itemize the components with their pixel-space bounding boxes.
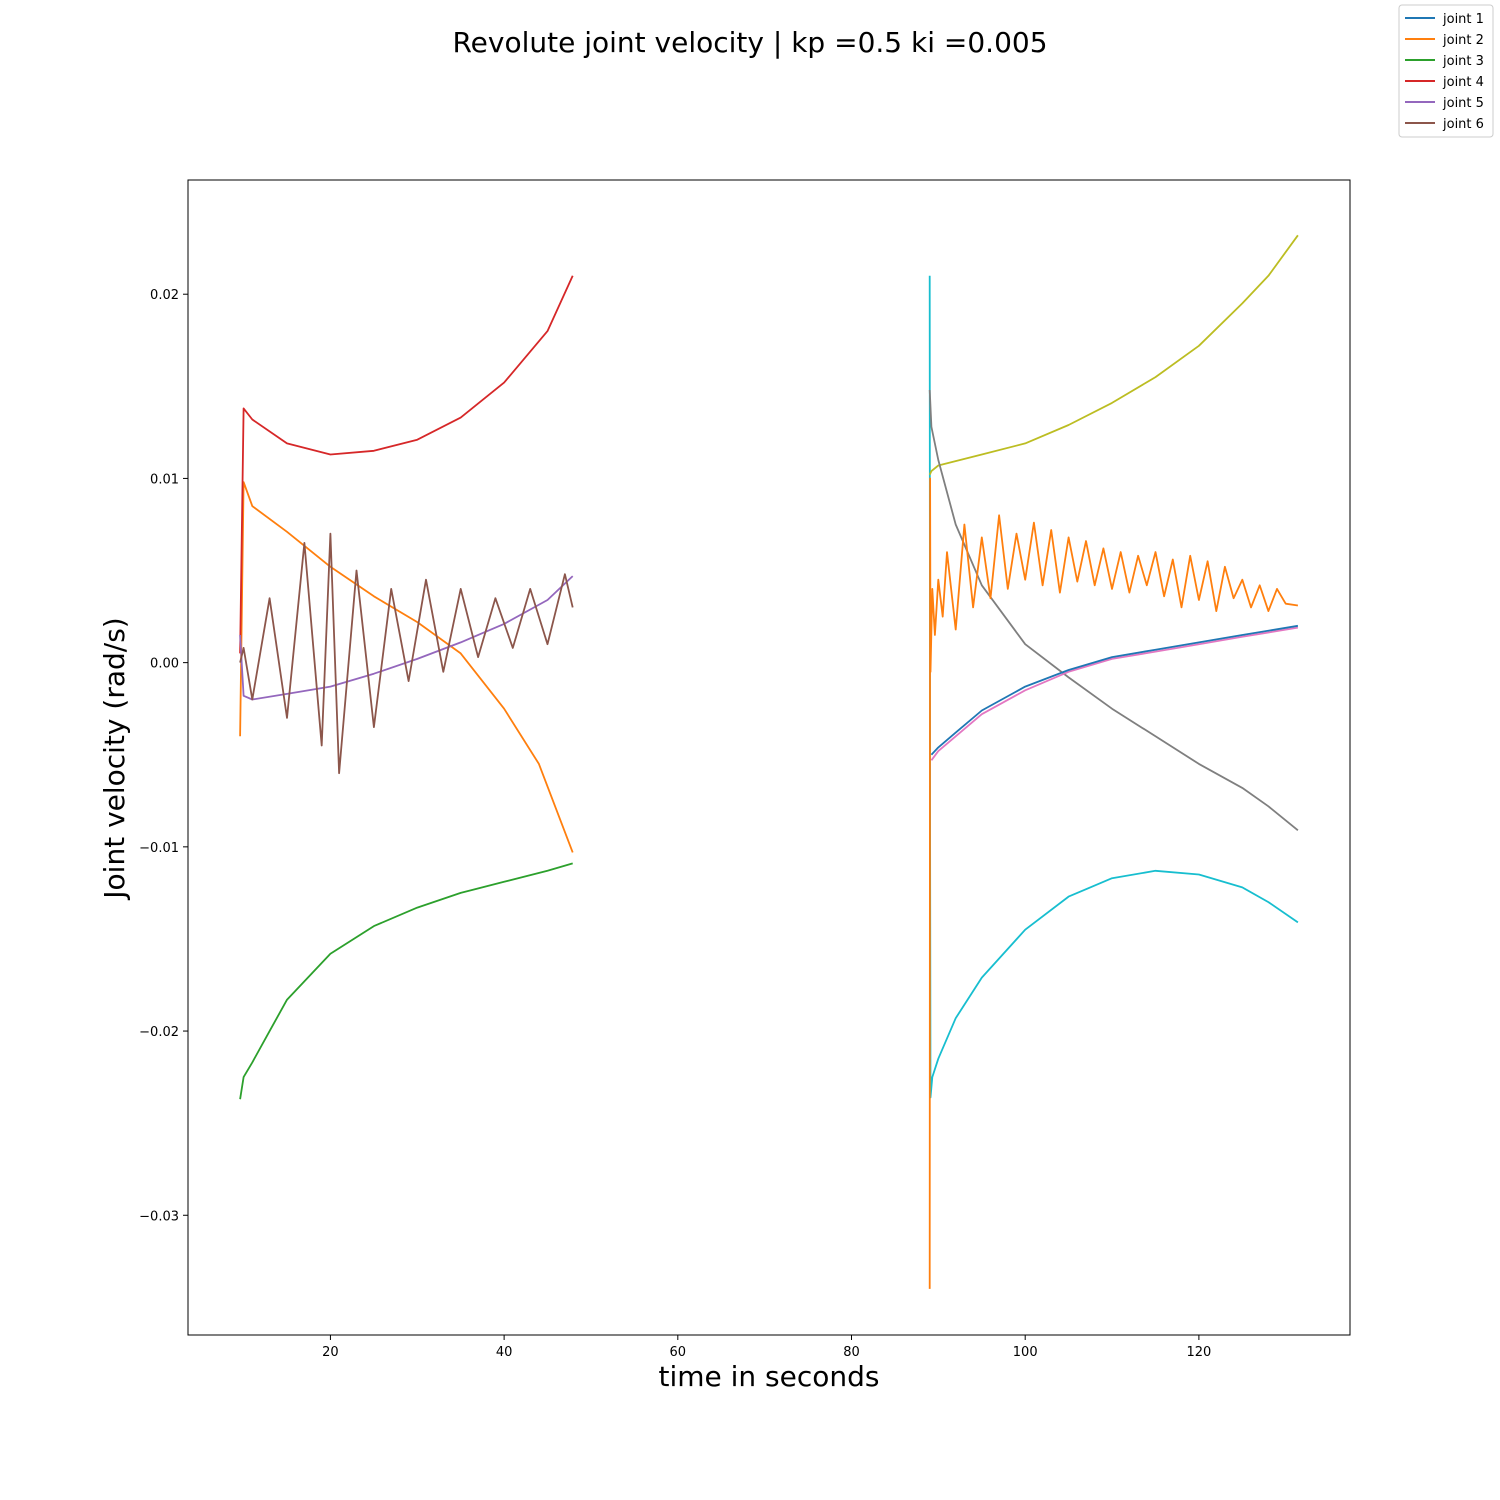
series-line-segment-2-3: [928, 389, 1299, 831]
x-axis: 20 40 60 80 100 120: [322, 1335, 1211, 1360]
y-tick-label: −0.01: [139, 841, 179, 856]
series-line-segment-2-2: [928, 234, 1299, 476]
series-layer: [239, 234, 1299, 1289]
x-tick-label: 100: [1013, 1345, 1038, 1360]
series-line-segment-2-1: [928, 275, 1299, 1099]
y-axis: −0.03 −0.02 −0.01 0.00 0.01 0.02: [139, 288, 188, 1224]
y-tick-label: 0.00: [150, 657, 179, 672]
series-line-segment-2-6: [928, 477, 1299, 1289]
x-tick-label: 80: [843, 1345, 860, 1360]
legend-label: joint 2: [1442, 33, 1484, 48]
legend-label: joint 3: [1442, 54, 1484, 69]
x-tick-label: 120: [1186, 1345, 1211, 1360]
x-tick-label: 60: [670, 1345, 687, 1360]
series-line-segment-1-5: [239, 532, 574, 775]
legend-label: joint 5: [1442, 96, 1484, 111]
x-tick-label: 20: [322, 1345, 339, 1360]
y-tick-label: 0.02: [150, 288, 179, 303]
x-tick-label: 40: [496, 1345, 513, 1360]
legend-label: joint 6: [1442, 117, 1484, 132]
series-line-segment-2-5: [930, 624, 1299, 756]
series-line-segment-1-1: [239, 481, 574, 853]
y-tick-label: 0.01: [150, 472, 179, 487]
legend: joint 1 joint 2 joint 3 joint 4 joint 5 joint…: [1398, 4, 1494, 138]
y-tick-label: −0.02: [139, 1025, 179, 1040]
series-line-segment-1-2: [239, 862, 573, 1100]
series-line-segment-1-3: [239, 275, 574, 654]
y-tick-label: −0.03: [139, 1209, 179, 1224]
legend-label: joint 4: [1442, 75, 1484, 90]
series-line-segment-1-4: [239, 575, 574, 701]
chart-title: Revolute joint velocity | kp =0.5 ki =0.…: [452, 26, 1047, 59]
series-line-segment-2-4: [930, 626, 1299, 761]
legend-label: joint 1: [1442, 12, 1484, 27]
y-axis-title: Joint velocity (rad/s): [98, 617, 131, 900]
plot-area: [187, 179, 1351, 1336]
x-axis-title: time in seconds: [658, 1360, 879, 1393]
